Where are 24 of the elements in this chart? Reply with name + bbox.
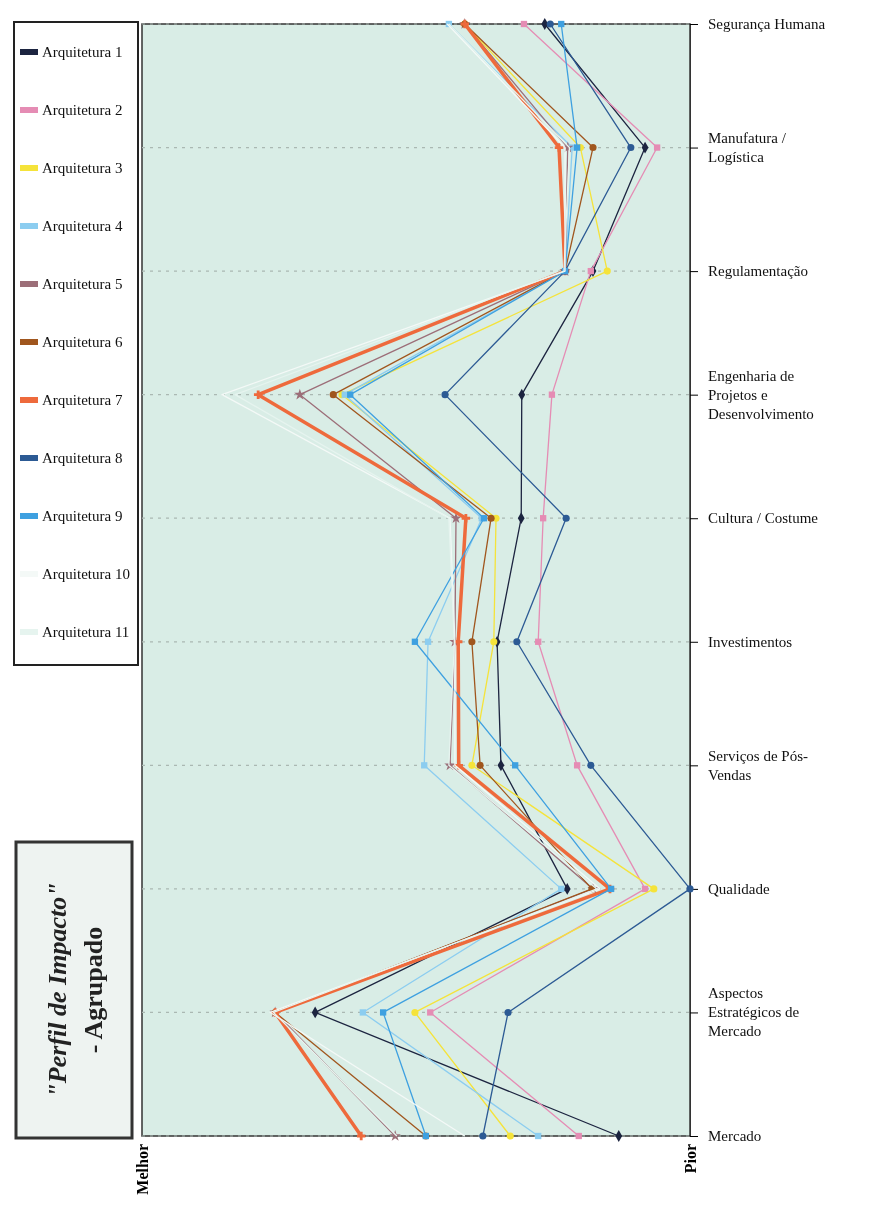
y-tick-label: Cultura / Costume xyxy=(708,510,819,527)
legend-label: Arquitetura 1 xyxy=(42,44,123,60)
legend-label: Arquitetura 9 xyxy=(42,508,123,524)
legend-label: Arquitetura 6 xyxy=(42,334,123,350)
y-tick-label: Aspectos Estratégicos de Mercado xyxy=(708,985,800,1040)
legend-label: Arquitetura 8 xyxy=(42,450,123,466)
legend-label: Arquitetura 11 xyxy=(42,624,130,640)
text: Pior xyxy=(682,1144,699,1174)
legend-label: Arquitetura 5 xyxy=(42,276,123,292)
legend-label: Arquitetura 10 xyxy=(42,566,130,582)
y-tick-label: Investimentos xyxy=(708,633,793,650)
y-tick-label: Engenharia de Projetos e Desenvolvimento xyxy=(708,367,814,422)
y-tick-label: Regulamentação xyxy=(708,263,808,280)
text: "Perfil de Impacto" - Agrupado xyxy=(43,882,108,1098)
text: Melhor xyxy=(134,1144,151,1195)
y-tick-label: Qualidade xyxy=(708,880,770,897)
legend-label: Arquitetura 7 xyxy=(42,392,123,408)
y-tick-label: Segurança Humana xyxy=(708,16,826,32)
legend-label: Arquitetura 3 xyxy=(42,160,123,176)
y-tick-label: Manufatura / Logística xyxy=(708,130,787,166)
legend-label: Arquitetura 4 xyxy=(42,218,123,234)
legend-label: Arquitetura 2 xyxy=(42,102,123,118)
y-tick-label: Serviços de Pós- Vendas xyxy=(708,747,808,783)
y-tick-label: Mercado xyxy=(708,1128,762,1144)
